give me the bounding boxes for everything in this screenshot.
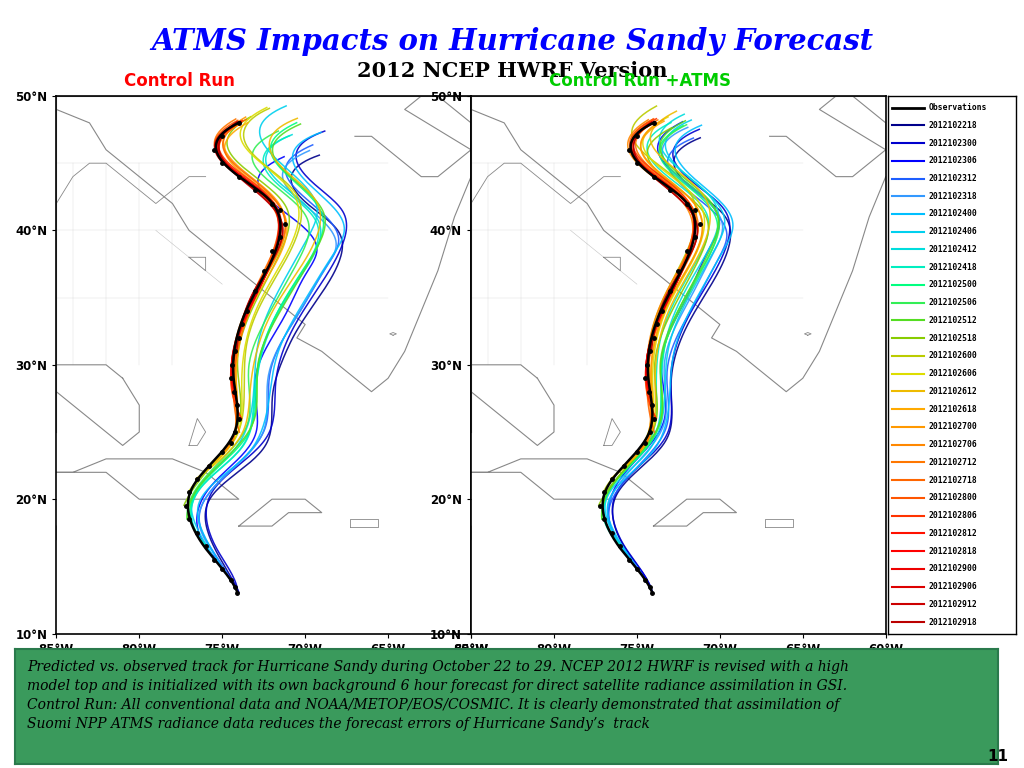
Text: 2012102612: 2012102612 [929, 387, 978, 396]
Text: 2012102412: 2012102412 [929, 245, 978, 254]
Text: 2012102718: 2012102718 [929, 475, 978, 485]
Text: 2012102600: 2012102600 [929, 352, 978, 360]
Text: 2012102806: 2012102806 [929, 511, 978, 520]
Text: 2012102800: 2012102800 [929, 493, 978, 502]
Text: 2012102312: 2012102312 [929, 174, 978, 183]
Text: 2012102512: 2012102512 [929, 316, 978, 325]
Text: 2012 NCEP HWRF Version: 2012 NCEP HWRF Version [356, 61, 668, 81]
Text: 2012102918: 2012102918 [929, 617, 978, 627]
Text: 2012102900: 2012102900 [929, 564, 978, 574]
Text: Predicted vs. observed track for Hurricane Sandy during October 22 to 29. NCEP 2: Predicted vs. observed track for Hurrica… [28, 660, 849, 731]
Text: 11: 11 [987, 749, 1009, 764]
Text: 2012102618: 2012102618 [929, 405, 978, 414]
Text: 2012102912: 2012102912 [929, 600, 978, 609]
Text: 2012102400: 2012102400 [929, 210, 978, 218]
Text: 2012102706: 2012102706 [929, 440, 978, 449]
Text: Observations: Observations [929, 103, 987, 112]
Text: 2012102418: 2012102418 [929, 263, 978, 272]
Text: 2012102500: 2012102500 [929, 280, 978, 290]
Text: 2012102318: 2012102318 [929, 192, 978, 200]
Text: 2012102306: 2012102306 [929, 156, 978, 165]
Text: ATMS Impacts on Hurricane Sandy Forecast: ATMS Impacts on Hurricane Sandy Forecast [151, 27, 873, 56]
Text: 2012102700: 2012102700 [929, 422, 978, 432]
Text: 2012102406: 2012102406 [929, 227, 978, 237]
Text: 2012102606: 2012102606 [929, 369, 978, 378]
Text: 2012102506: 2012102506 [929, 298, 978, 307]
Text: 2012102218: 2012102218 [929, 121, 978, 130]
Text: 2012102906: 2012102906 [929, 582, 978, 591]
Text: Control Run: Control Run [124, 72, 234, 90]
Text: 2012102818: 2012102818 [929, 547, 978, 555]
Text: 2012102812: 2012102812 [929, 529, 978, 538]
Text: 2012102712: 2012102712 [929, 458, 978, 467]
Text: 2012102518: 2012102518 [929, 333, 978, 343]
Text: Control Run +ATMS: Control Run +ATMS [549, 72, 731, 90]
Text: 2012102300: 2012102300 [929, 138, 978, 147]
